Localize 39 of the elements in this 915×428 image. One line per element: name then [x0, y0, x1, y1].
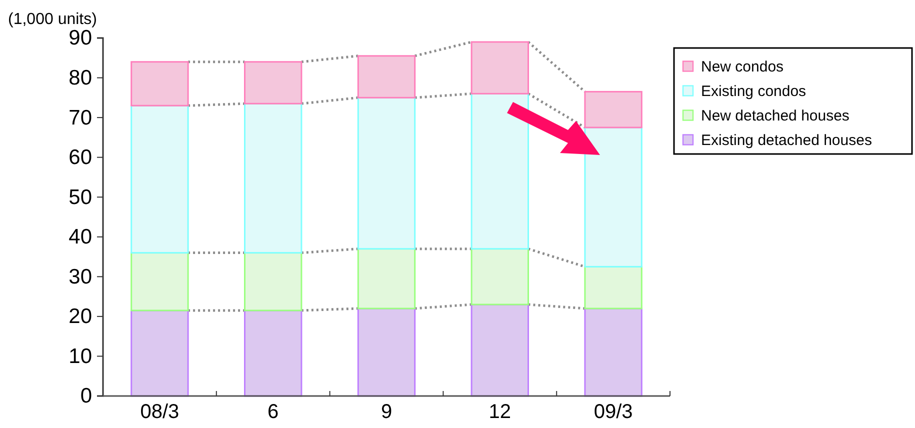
bar: [130, 104, 189, 254]
legend-label: Existing condos: [701, 83, 806, 100]
bar: [244, 310, 302, 397]
y-tick-label: 70: [68, 106, 92, 130]
x-tick-label: 09/3: [594, 401, 633, 424]
y-tick-label: 40: [68, 226, 92, 249]
bar: [130, 310, 189, 397]
x-tick-label: 12: [488, 401, 512, 424]
y-tick-label: 10: [68, 344, 92, 368]
bar: [470, 248, 529, 306]
bar: [130, 252, 189, 312]
y-tick-label: 30: [68, 265, 92, 288]
bar: [244, 61, 302, 104]
bar: [357, 55, 416, 98]
bar: [470, 92, 529, 250]
bar: [244, 252, 302, 312]
y-axis-title: (1,000 units): [8, 11, 97, 28]
legend-label: New detached houses: [701, 108, 850, 124]
bar: [130, 61, 189, 106]
bar: [584, 308, 642, 397]
bar: [584, 126, 642, 268]
legend-label: Existing detached houses: [701, 132, 872, 149]
y-tick-label: 60: [68, 146, 92, 170]
bar: [357, 96, 416, 250]
y-tick-label: 80: [68, 66, 92, 90]
bar: [357, 308, 416, 397]
bar: [357, 248, 416, 310]
x-tick-label: 6: [268, 401, 279, 424]
legend-label: New condos: [701, 58, 784, 76]
x-tick-label: 9: [380, 401, 392, 424]
bar: [470, 41, 529, 94]
y-tick-label: 0: [80, 384, 92, 408]
y-tick-label: 90: [68, 26, 92, 50]
bar: [470, 304, 529, 397]
y-tick-label: 20: [68, 305, 92, 328]
y-tick-label: 50: [68, 186, 92, 209]
x-tick-label: 08/3: [140, 401, 180, 424]
bar: [244, 102, 302, 254]
bar: [584, 266, 642, 310]
